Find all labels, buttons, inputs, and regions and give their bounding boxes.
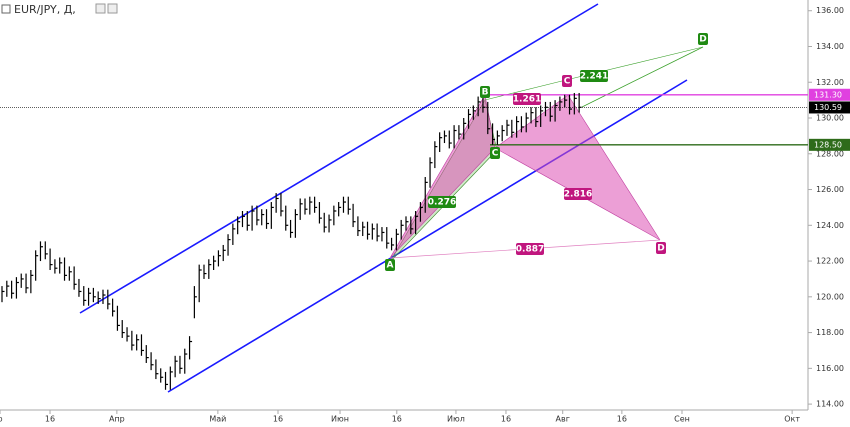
price-tag	[809, 101, 850, 114]
price-tag	[809, 138, 850, 151]
x-tick-label: 16	[617, 415, 627, 424]
y-tick-label: 116.00	[816, 364, 844, 373]
y-tick-label: 118.00	[816, 328, 844, 337]
green-ratio-label-box	[428, 196, 456, 208]
x-tick-label: Сен	[674, 415, 690, 424]
pink-ratio-label-box	[564, 188, 592, 200]
green-ratio-label: 2.241	[580, 72, 608, 82]
green-point-label: B	[482, 88, 489, 98]
green-point-label-box	[698, 33, 708, 45]
settings-icon[interactable]	[95, 3, 106, 14]
price-tag-label: 131.30	[814, 90, 842, 99]
pink-ratio-label: 0.887	[516, 245, 544, 255]
pink-ratio-label: 2.816	[564, 190, 592, 200]
green-point-label: D	[699, 35, 706, 45]
close-icon[interactable]	[107, 3, 118, 14]
y-tick-label: 122.00	[816, 257, 844, 266]
pink-ratio-label-box	[513, 93, 541, 105]
y-tick-label: 120.00	[816, 292, 844, 301]
x-tick-label: 16	[392, 415, 402, 424]
x-tick-label: Авг	[556, 415, 570, 424]
green-point-label-box	[385, 259, 395, 271]
green-ratio-label-box	[580, 70, 608, 82]
channel-lower	[167, 79, 688, 393]
green-point-label-box	[490, 147, 500, 159]
y-tick-label: 126.00	[816, 185, 844, 194]
green-point-label-box	[480, 86, 490, 98]
channel-upper	[79, 3, 599, 314]
price-tag	[809, 88, 850, 101]
x-tick-label: Окт	[784, 415, 800, 424]
menu-icon[interactable]	[1, 4, 11, 14]
pink-point-label-box	[562, 75, 572, 87]
pink-ratio-label-box	[516, 243, 544, 255]
green-point-label: A	[387, 261, 394, 271]
pink-point-label-box	[656, 242, 666, 254]
y-tick-label: 114.00	[816, 400, 844, 409]
y-tick-label: 136.00	[816, 6, 844, 15]
price-tag-label: 130.59	[814, 103, 842, 112]
pink-point-label: D	[657, 244, 664, 254]
x-tick-label: 16	[273, 415, 283, 424]
x-tick-label: Июн	[331, 415, 349, 424]
pink-ratio-label: 1.261	[513, 95, 541, 105]
x-tick-label: Апр	[109, 415, 125, 424]
y-tick-label: 124.00	[816, 221, 844, 230]
y-tick-label: 134.00	[816, 42, 844, 51]
green-ratio-label: 0.276	[428, 198, 456, 208]
green-bc	[484, 79, 567, 101]
x-tick-label: Май	[209, 415, 226, 424]
price-tag-label: 128.50	[814, 140, 842, 149]
green-point-label: C	[492, 149, 499, 159]
x-tick-label: 16	[45, 415, 55, 424]
y-tick-label: 128.00	[816, 149, 844, 158]
green-bd	[581, 46, 704, 108]
pink-point-label: C	[564, 77, 571, 87]
x-tick-label: 16	[501, 415, 511, 424]
y-tick-label: 130.00	[816, 114, 844, 123]
x-tick-label: р	[0, 415, 3, 424]
x-tick-label: Июл	[447, 415, 465, 424]
symbol-title: EUR/JPY, Д,	[14, 3, 76, 16]
y-tick-label: 132.00	[816, 78, 844, 87]
